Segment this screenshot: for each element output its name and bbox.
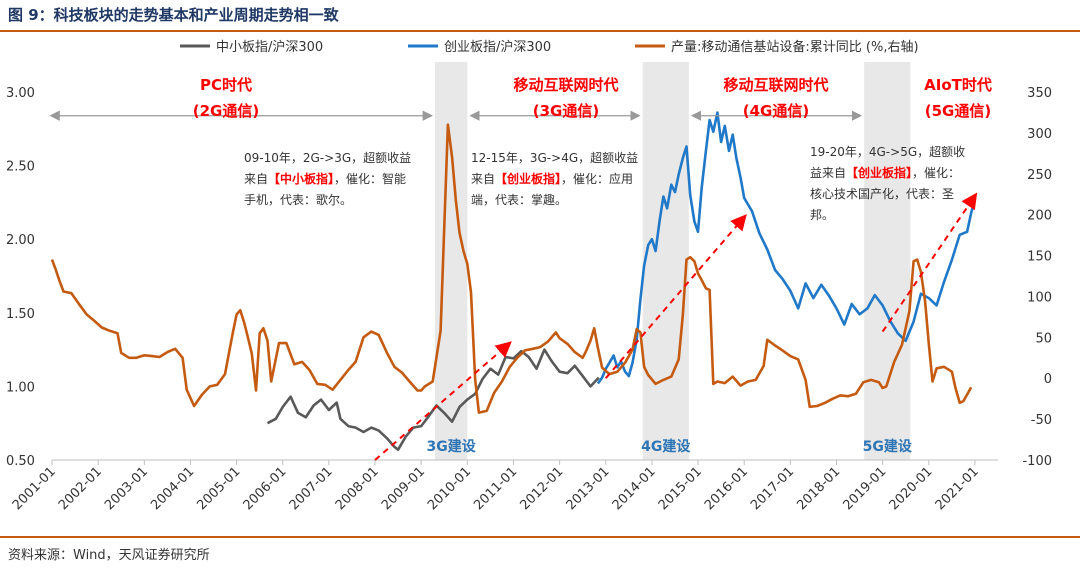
era-label-4: AIoT时代 [924,76,992,94]
trend-arrow-1 [374,341,512,461]
annotation-3-line: 19-20年，4G->5G，超额收 [810,144,965,159]
annotation-1-line: 来自【中小板指】，催化：智能 [244,171,406,186]
series-line-2 [596,111,977,385]
y-right-tick-label: 250 [1027,168,1052,183]
x-tick-label: 2014-01 [610,464,659,513]
series-line-1 [266,348,600,452]
x-tick-label: 2004-01 [148,464,197,513]
annotation-1-line: 手机，代表：歌尔。 [244,192,352,207]
arrows [49,110,978,461]
annotation-3-line: 邦。 [810,208,834,222]
shaded-period-3 [864,62,911,460]
build-label-3: 5G建设 [863,438,913,455]
era-label-3: 移动互联网时代 [723,76,828,94]
x-tick-label: 2012-01 [517,464,566,513]
y-right-tick-label: -50 [1031,413,1052,428]
x-tick-label: 2002-01 [56,464,105,513]
source-rule [0,536,1080,538]
legend: 中小板指/沪深300 创业板指/沪深300 产量:移动通信基站设备:累计同比 (%,… [180,39,919,55]
y-right-tick-label: 350 [1027,86,1052,101]
figure-source: 资料来源：Wind，天风证券研究所 [8,548,210,563]
x-tick-label: 2009-01 [379,464,428,513]
legend-label-2: 创业板指/沪深300 [444,39,551,55]
x-tick-label: 2021-01 [933,464,982,513]
x-tick-label: 2010-01 [425,464,474,513]
x-tick-label: 2003-01 [102,464,151,513]
y-left-tick-label: 0.50 [6,454,35,469]
x-tick-label: 2017-01 [748,464,797,513]
legend-label-3: 产量:移动通信基站设备:累计同比 (%,右轴) [671,39,919,55]
x-tick-label: 2011-01 [471,464,520,513]
series-lines [50,111,977,452]
x-tick-label: 2001-01 [10,464,59,513]
era-label-1: PC时代 [200,76,252,94]
x-tick-label: 2013-01 [564,464,613,513]
x-tick-label: 2005-01 [194,464,243,513]
x-tick-label: 2020-01 [887,464,936,513]
annotation-3-line: 核心技术国产化，代表：圣 [810,187,954,201]
trend-arrow-2 [604,214,747,379]
series-line-3 [50,123,973,414]
y-left-tick-label: 1.00 [6,380,35,395]
title-rule [0,30,1080,32]
x-tick-label: 2007-01 [287,464,336,513]
annotation-1-line: 09-10年，2G->3G，超额收益 [244,150,411,165]
x-tick-label: 2008-01 [333,464,382,513]
y-left-tick-label: 3.00 [6,86,35,101]
y-right-tick-label: 150 [1027,250,1052,265]
x-tick-label: 2006-01 [241,464,290,513]
x-tick-label: 2019-01 [840,464,889,513]
annotation-3-line: 益来自【创业板指】，催化： [810,165,960,180]
era-sub-label-3: (4G通信) [743,102,809,120]
annotation-2-line: 端，代表：掌趣。 [471,192,567,207]
x-tick-label: 2016-01 [702,464,751,513]
y-right-tick-label: 200 [1027,209,1052,224]
x-tick-label: 2015-01 [656,464,705,513]
shaded-periods [435,62,911,460]
shaded-period-2 [642,62,689,460]
y-right-tick-label: 50 [1035,331,1052,346]
figure-title: 图 9：科技板块的走势基本和产业周期走势相一致 [8,6,339,24]
era-sub-label-1: (2G通信) [193,102,259,120]
annotations: 3G建设 4G建设 5G建设 PC时代 (2G通信) 移动互联网时代 (3G通信) 移动互联网… [193,76,992,455]
build-label-2: 4G建设 [641,438,691,455]
trend-arrow-3 [881,192,978,333]
x-tick-label: 2018-01 [794,464,843,513]
y-right-tick-label: -100 [1022,454,1052,469]
y-right-tick-label: 100 [1027,290,1052,305]
y-right-tick-label: 300 [1027,127,1052,142]
y-left-tick-label: 1.50 [6,307,35,322]
y-left-tick-label: 2.50 [6,160,35,175]
era-label-2: 移动互联网时代 [513,76,618,94]
era-sub-label-4: (5G通信) [925,102,991,120]
y-left-tick-label: 2.00 [6,233,35,248]
build-label-1: 3G建设 [427,438,477,455]
y-right-tick-label: 0 [1044,372,1052,387]
annotation-2-line: 12-15年，3G->4G，超额收益 [471,150,638,165]
shaded-period-1 [435,62,468,460]
legend-label-1: 中小板指/沪深300 [216,39,323,55]
annotation-2-line: 来自【创业板指】，催化：应用 [471,171,633,186]
era-sub-label-2: (3G通信) [533,102,599,120]
